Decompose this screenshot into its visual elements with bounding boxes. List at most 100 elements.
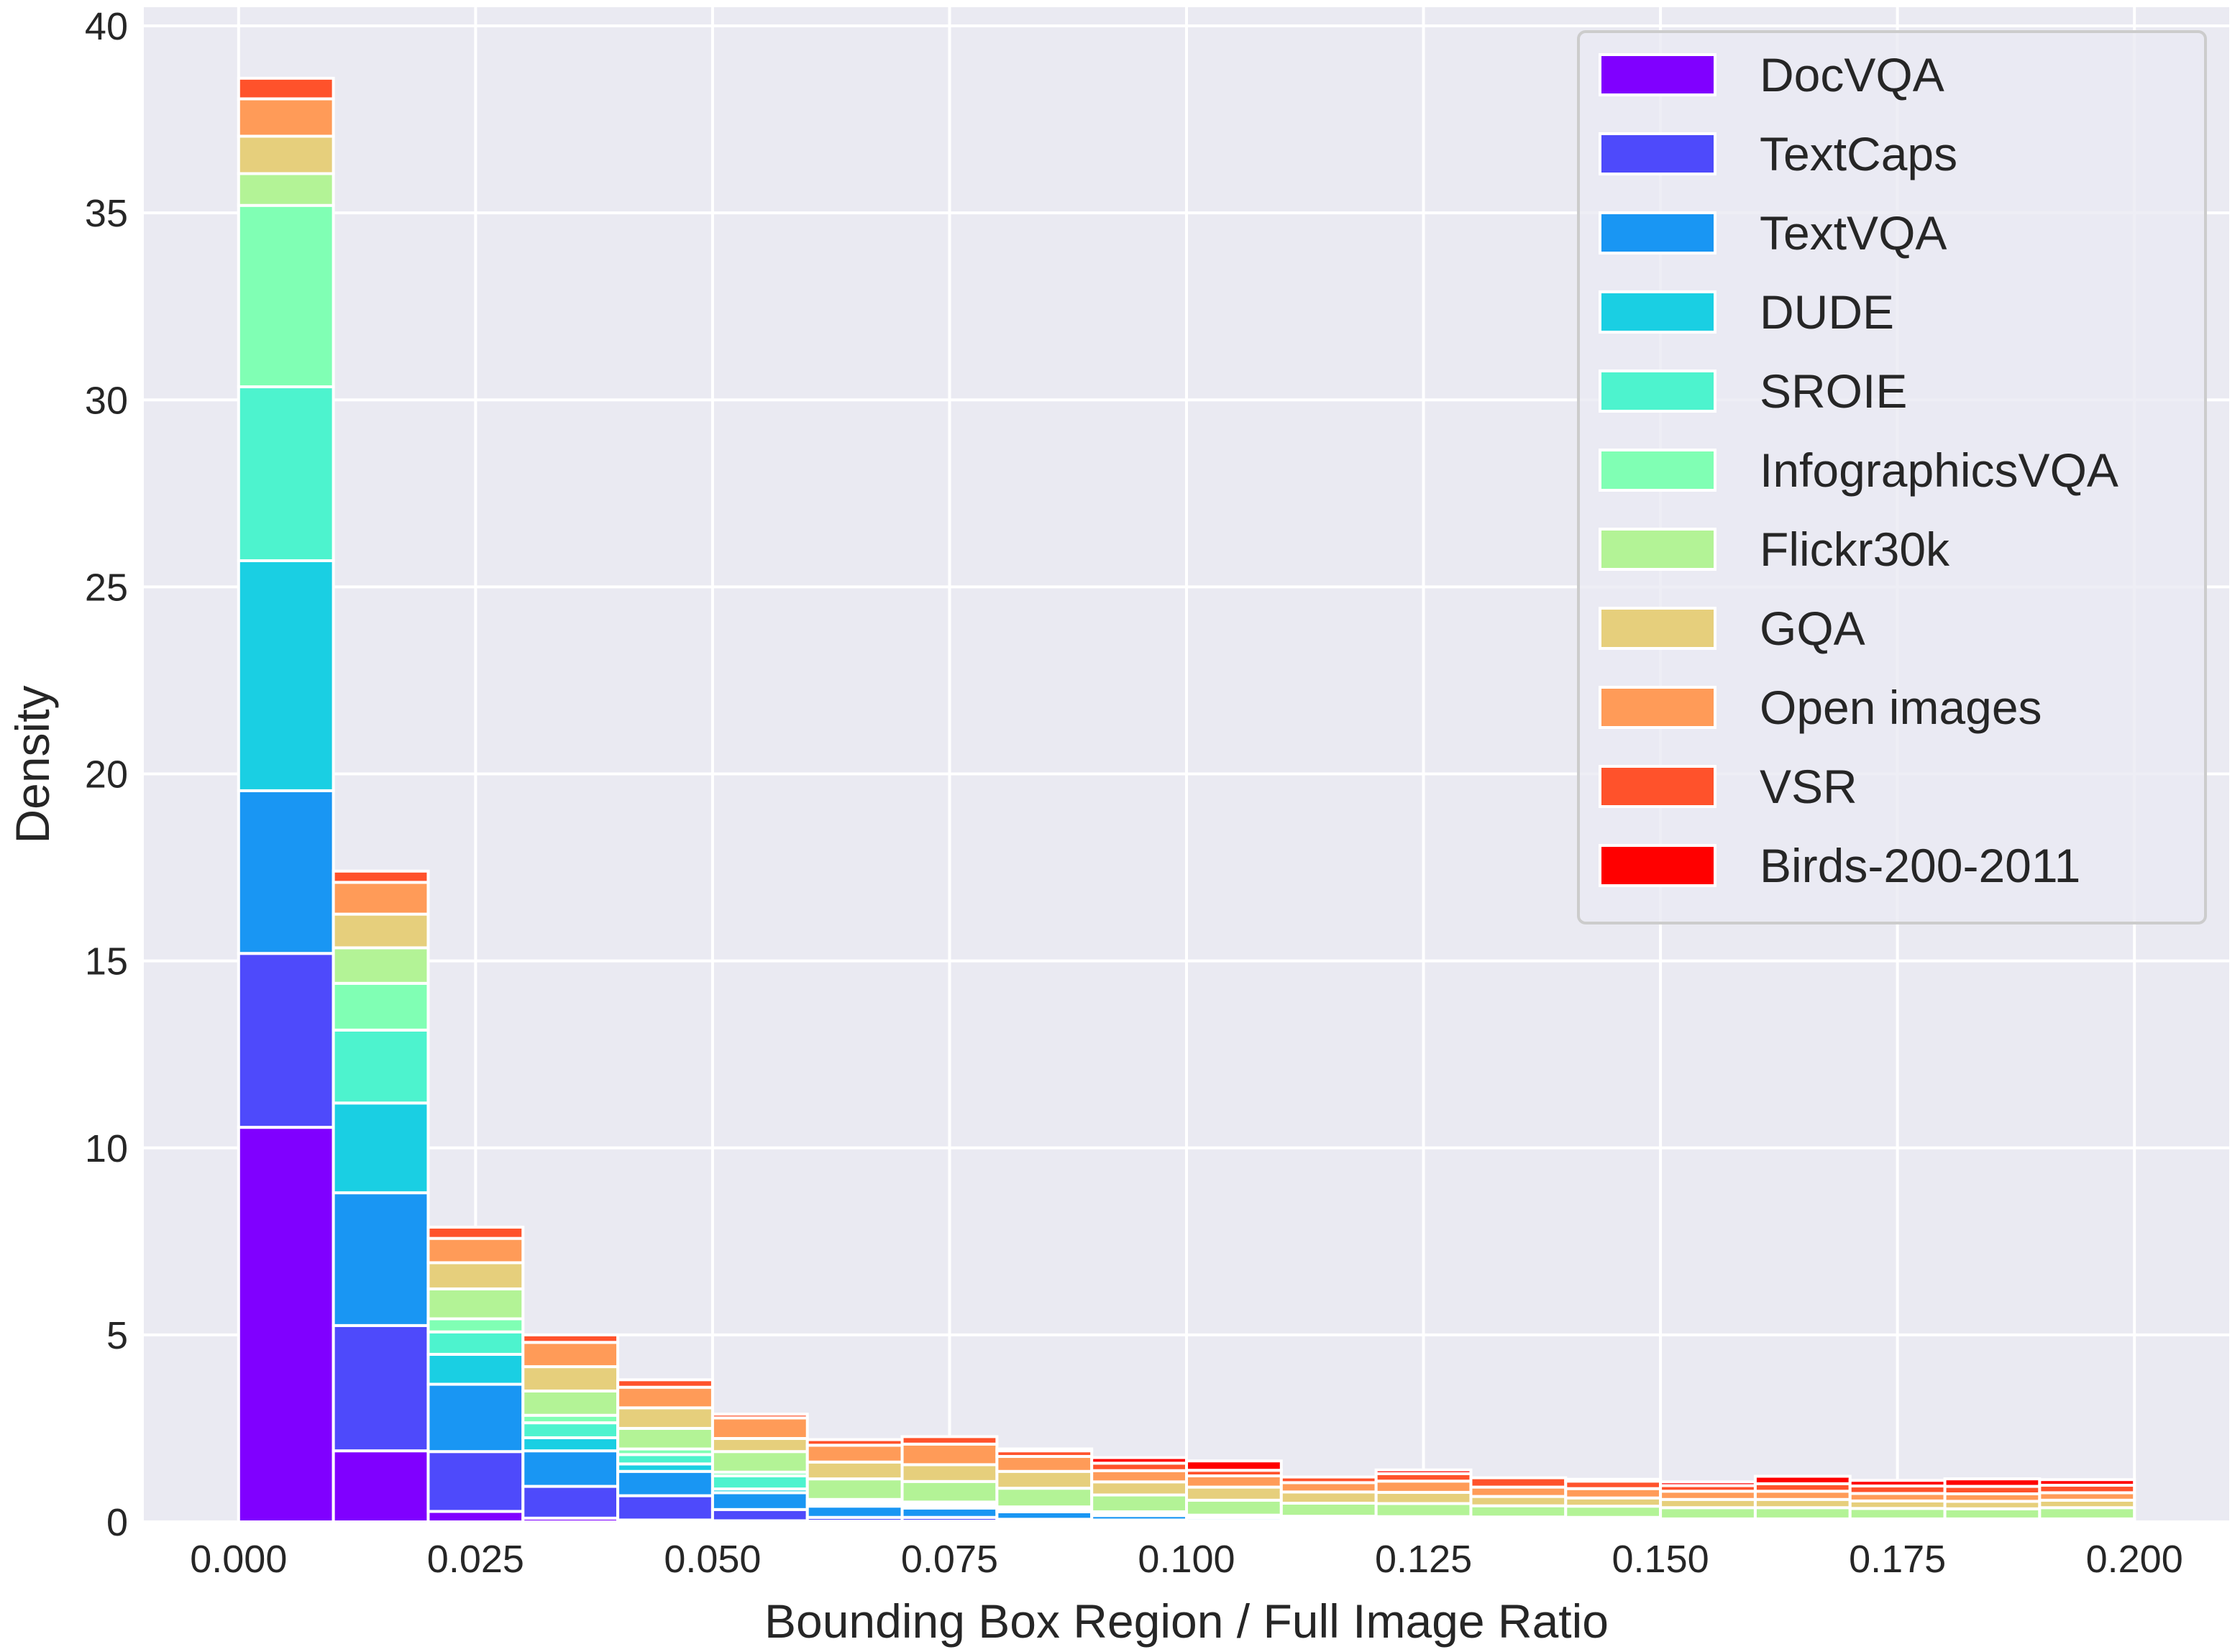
- bar-segment-dude: [426, 1352, 525, 1386]
- bar-segment-birds-200-2011: [1753, 1474, 1852, 1485]
- y-tick-label: 5: [106, 1314, 128, 1357]
- bar-segment-flickr30k: [237, 172, 335, 207]
- y-tick-label: 25: [85, 566, 128, 609]
- bar-segment-textvqa: [710, 1491, 809, 1511]
- legend-label-vsr: VSR: [1760, 760, 1857, 813]
- bar-segment-open-images: [710, 1416, 809, 1440]
- legend-swatch-birds-200-2011: [1599, 844, 1716, 887]
- bar-segment-textcaps: [332, 1323, 430, 1453]
- bar-segment-vsr: [1279, 1475, 1378, 1484]
- legend-label-sroie: SROIE: [1760, 364, 1907, 418]
- legend-swatch-infographicsvqa: [1599, 449, 1716, 492]
- bar-segment-open-images: [900, 1442, 999, 1467]
- bar-segment-textcaps: [616, 1494, 714, 1522]
- legend-label-dude: DUDE: [1760, 285, 1894, 339]
- y-axis-label: Density: [6, 685, 59, 843]
- legend-label-textcaps: TextCaps: [1760, 127, 1957, 180]
- y-tick-label: 35: [85, 192, 128, 235]
- bar-segment-gqa: [710, 1436, 809, 1454]
- legend-swatch-vsr: [1599, 765, 1716, 808]
- bar-segment-docvqa: [332, 1449, 430, 1523]
- bar-segment-flickr30k: [616, 1426, 714, 1451]
- legend-swatch-flickr30k: [1599, 528, 1716, 571]
- y-tick-label: 30: [85, 379, 128, 422]
- bar-segment-open-images: [1374, 1479, 1473, 1494]
- bar-segment-birds-200-2011: [995, 1447, 1094, 1453]
- x-tick-label: 0.025: [427, 1538, 524, 1581]
- bar-segment-dude: [521, 1436, 620, 1453]
- bar-segment-gqa: [1090, 1480, 1188, 1497]
- bar-segment-gqa: [616, 1406, 714, 1430]
- bar-segment-sroie: [426, 1330, 525, 1356]
- bar-segment-flickr30k: [805, 1477, 904, 1501]
- bar-segment-docvqa: [237, 1126, 335, 1523]
- legend-label-birds-200-2011: Birds-200-2011: [1760, 839, 2080, 892]
- legend-label-gqa: GQA: [1760, 602, 1865, 655]
- legend: DocVQA TextCaps TextVQA DUDE SROIE Infographi…: [1577, 30, 2207, 924]
- legend-swatch-textvqa: [1599, 211, 1716, 254]
- bar-segment-infographicsvqa: [426, 1317, 525, 1334]
- bar-segment-vsr: [616, 1378, 714, 1389]
- legend-label-textvqa: TextVQA: [1760, 206, 1947, 260]
- bar-segment-open-images: [426, 1236, 525, 1265]
- bar-segment-birds-200-2011: [1848, 1479, 1947, 1488]
- x-tick-label: 0.075: [901, 1538, 998, 1581]
- bar-segment-textvqa: [332, 1191, 430, 1327]
- bar-segment-flickr30k: [1279, 1501, 1378, 1518]
- bar-segment-flickr30k: [1469, 1504, 1568, 1519]
- legend-swatch-open-images: [1599, 686, 1716, 729]
- bar-segment-textcaps: [710, 1508, 809, 1523]
- bar-segment-birds-200-2011: [1090, 1456, 1188, 1465]
- bar-segment-vsr: [900, 1435, 999, 1446]
- bar-segment-open-images: [332, 881, 430, 916]
- legend-label-flickr30k: Flickr30k: [1760, 523, 1950, 576]
- legend-swatch-dude: [1599, 290, 1716, 334]
- x-tick-labels: 0.000 0.025 0.050 0.075 0.100 0.125 0.150 0.175…: [190, 1538, 2183, 1581]
- bar-segment-open-images: [995, 1454, 1094, 1473]
- bar-segment-flickr30k: [1659, 1506, 1757, 1520]
- legend-swatch-textcaps: [1599, 132, 1716, 175]
- bar-segment-flickr30k: [995, 1487, 1094, 1509]
- legend-swatch-gqa: [1599, 607, 1716, 650]
- bar-segment-flickr30k: [521, 1389, 620, 1417]
- bar-segment-textvqa: [521, 1449, 620, 1488]
- x-axis-label: Bounding Box Region / Full Image Ratio: [764, 1594, 1609, 1648]
- legend-swatch-sroie: [1599, 370, 1716, 413]
- bar-segment-vsr: [237, 76, 335, 101]
- y-tick-label: 10: [85, 1127, 128, 1170]
- legend-frame: [1577, 30, 2207, 924]
- bar-segment-open-images: [1090, 1469, 1188, 1484]
- bar-segment-gqa: [1279, 1490, 1378, 1505]
- bar-segment-gqa: [521, 1365, 620, 1392]
- bar-segment-sroie: [521, 1421, 620, 1439]
- bar-segment-birds-200-2011: [2038, 1478, 2136, 1487]
- bar-segment-open-images: [805, 1444, 904, 1464]
- legend-swatch-docvqa: [1599, 53, 1716, 96]
- bar-segment-birds-200-2011: [1564, 1477, 1663, 1483]
- y-tick-labels: 0 5 10 15 20 25 30 35 40: [85, 5, 128, 1544]
- x-tick-label: 0.100: [1138, 1538, 1235, 1581]
- bar-segment-flickr30k: [710, 1450, 809, 1474]
- y-tick-label: 40: [85, 5, 128, 48]
- bar-segment-vsr: [710, 1413, 809, 1420]
- bar-segment-gqa: [1374, 1490, 1473, 1505]
- bar-segment-sroie: [710, 1474, 809, 1491]
- bar-segment-sroie: [332, 1028, 430, 1105]
- bar-segment-birds-200-2011: [1659, 1480, 1757, 1487]
- bar-segment-gqa: [332, 912, 430, 950]
- bar-segment-infographicsvqa: [237, 203, 335, 389]
- bar-segment-flickr30k: [1185, 1498, 1283, 1517]
- x-tick-label: 0.175: [1849, 1538, 1946, 1581]
- bar-segment-textvqa: [616, 1469, 714, 1497]
- bar-segment-flickr30k: [1090, 1493, 1188, 1513]
- bar-segment-sroie: [237, 385, 335, 562]
- x-tick-label: 0.050: [664, 1538, 761, 1581]
- y-tick-label: 0: [106, 1501, 128, 1544]
- bar-segment-gqa: [900, 1463, 999, 1483]
- bar-segment-flickr30k: [900, 1479, 999, 1504]
- bar-segment-dude: [237, 559, 335, 792]
- bar-segment-textvqa: [426, 1382, 525, 1454]
- bar-segment-birds-200-2011: [1943, 1477, 2042, 1488]
